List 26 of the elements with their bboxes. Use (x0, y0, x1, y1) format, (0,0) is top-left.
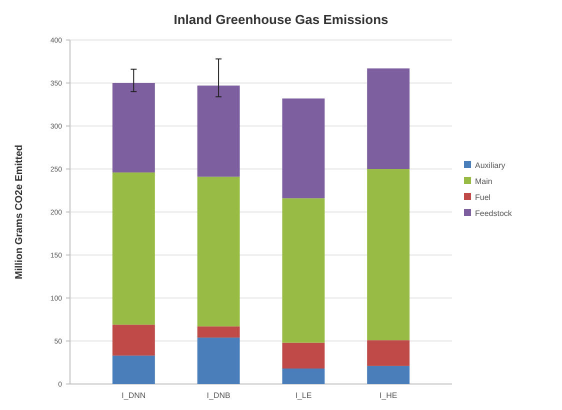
bar (282, 368, 325, 384)
bar (112, 356, 155, 384)
bar (197, 338, 240, 384)
legend-label: Main (475, 176, 492, 186)
bar (112, 172, 155, 325)
bar (282, 198, 325, 343)
bar (282, 98, 325, 198)
bar (282, 342, 325, 369)
bar (197, 326, 240, 338)
chart-title: Inland Greenhouse Gas Emissions (174, 12, 388, 27)
x-tick-label: I_LE (295, 391, 312, 400)
x-tick-label: I_DNN (122, 391, 146, 400)
x-tick-label: I_DNB (206, 391, 230, 400)
x-tick-label: I_HE (379, 391, 398, 400)
legend-label: Auxiliary (475, 160, 506, 170)
legend-label: Fuel (475, 192, 491, 202)
bar (112, 83, 155, 172)
bar (367, 366, 410, 384)
legend-label: Feedstock (475, 208, 513, 218)
bar (112, 324, 155, 356)
bar (367, 169, 410, 340)
y-axis-title: Million Grams CO2e Emitted (14, 144, 25, 280)
bar (197, 86, 240, 177)
bar (197, 176, 240, 326)
bar (367, 68, 410, 169)
bar (367, 340, 410, 366)
